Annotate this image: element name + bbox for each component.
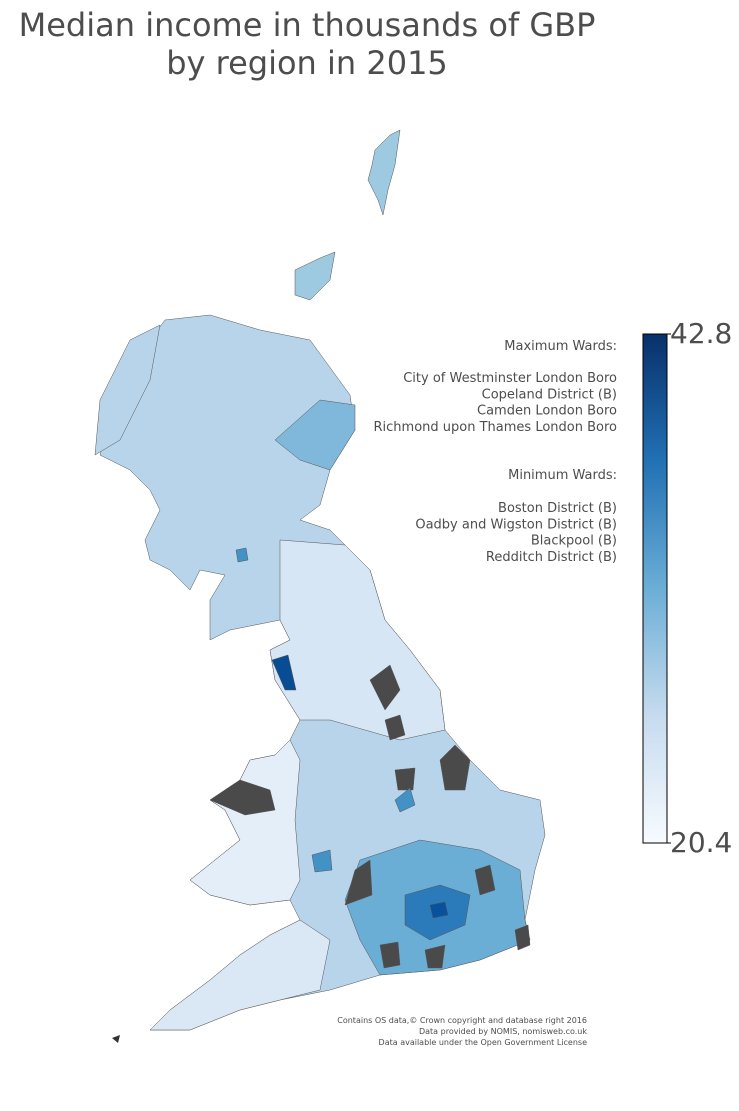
annotation: Oadby and Wigston District (B)	[415, 517, 617, 532]
colorbar-tick-label: 42.8	[670, 317, 732, 350]
westminster	[429, 901, 449, 919]
wales	[189, 739, 301, 906]
attribution: Contains OS data,© Crown copyright and d…	[337, 1016, 587, 1047]
shetland	[367, 129, 401, 216]
orkney	[294, 251, 336, 301]
annotation: Maximum Wards:	[504, 339, 617, 354]
attribution-line: Data provided by NOMIS, nomisweb.co.uk	[419, 1027, 587, 1036]
annotation: City of Westminster London Boro	[403, 371, 617, 386]
annotation: Boston District (B)	[498, 501, 617, 516]
midland-band	[235, 547, 416, 873]
colorbar-body	[642, 333, 668, 844]
colorbar: 20.4 42.8	[642, 317, 732, 859]
annotation: Camden London Boro	[477, 404, 617, 419]
copeland	[271, 654, 297, 691]
title-line: by region in 2015	[166, 44, 448, 82]
scilly	[112, 1035, 120, 1043]
annotation: Richmond upon Thames London Boro	[374, 420, 618, 435]
annotation: Minimum Wards:	[508, 468, 617, 483]
hebrides	[94, 324, 161, 456]
attribution-line: Data available under the Open Government…	[379, 1038, 588, 1047]
south-west	[149, 919, 331, 1031]
colorbar-tick-label: 20.4	[670, 826, 732, 859]
annotation: Redditch District (B)	[486, 550, 617, 565]
no-data	[209, 664, 531, 969]
annotation: Blackpool (B)	[531, 534, 617, 549]
annotations: Maximum Wards: City of Westminster London…	[374, 339, 618, 565]
attribution-line: Contains OS data,© Crown copyright and d…	[337, 1016, 587, 1025]
annotation: Copeland District (B)	[482, 387, 617, 402]
map	[94, 129, 546, 1043]
title-line: Median income in thousands of GBP	[19, 6, 596, 44]
england-north	[269, 539, 446, 741]
aberdeenshire	[274, 399, 356, 471]
